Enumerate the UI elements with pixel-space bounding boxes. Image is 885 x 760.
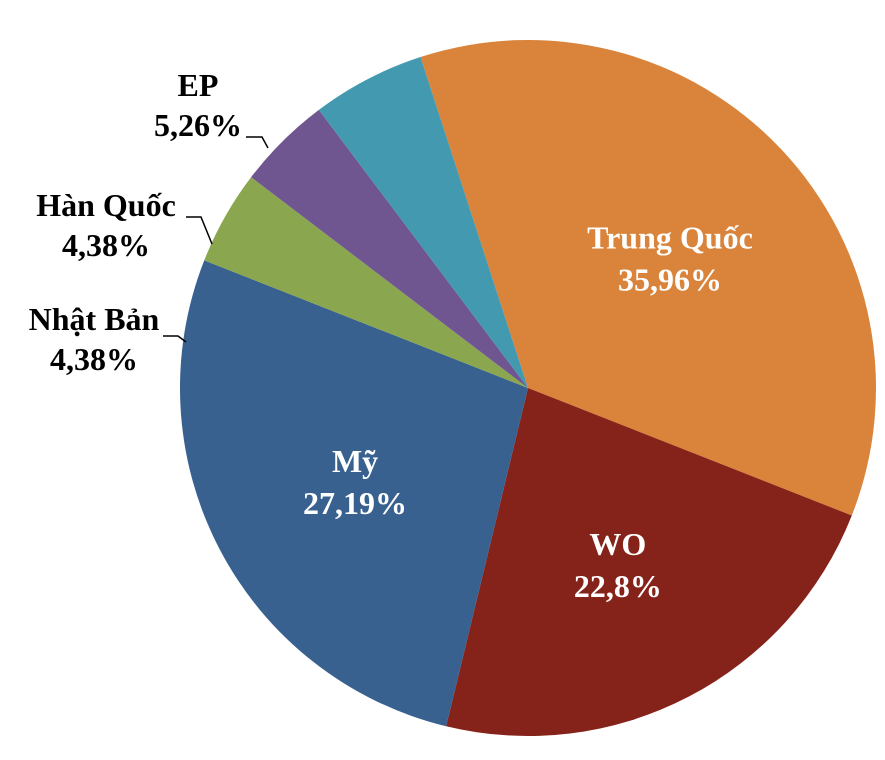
pie-slice-trung-quoc <box>420 39 877 516</box>
slice-label-nhat-ban: Nhật Bản 4,38% <box>29 301 160 377</box>
slice-label-ep: EP 5,26% <box>154 67 242 143</box>
pie-slice-my <box>180 260 529 727</box>
slice-label-my: Mỹ 27,19% <box>303 443 407 521</box>
pie-slices <box>180 39 877 737</box>
pie-slice-wo <box>446 388 852 737</box>
pie-slice-ep <box>318 57 528 388</box>
slice-labels: Trung Quốc 35,96% WO 22,8% Mỹ 27,19% Nhật Bản 4… <box>29 67 753 604</box>
leader-line-han-quoc <box>186 216 213 245</box>
leader-line-ep <box>246 136 269 149</box>
slice-label-han-quoc: Hàn Quốc 4,38% <box>36 187 176 263</box>
leader-line-nhat-ban <box>163 335 187 343</box>
slice-label-wo: WO 22,8% <box>574 526 662 604</box>
slice-label-trung-quoc: Trung Quốc 35,96% <box>587 219 753 297</box>
pie-slice-nhat-ban <box>204 177 529 388</box>
leader-lines <box>163 136 269 343</box>
pie-slice-han-quoc <box>251 109 528 388</box>
